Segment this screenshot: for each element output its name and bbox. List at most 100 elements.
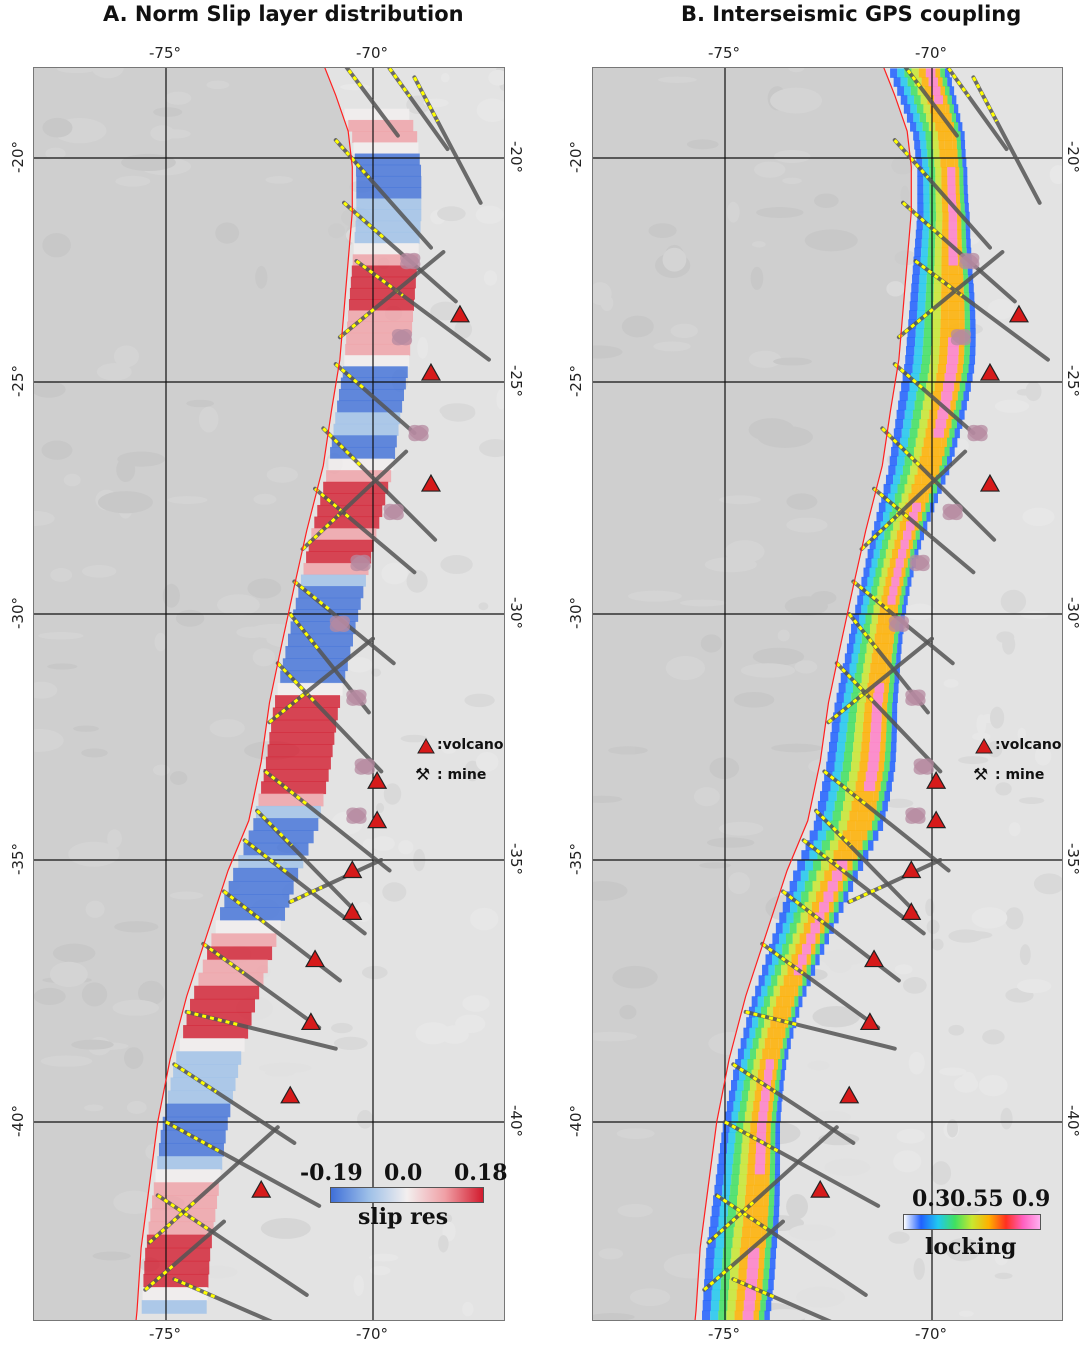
mine-icon xyxy=(909,554,930,572)
panel-b-lat-tick-right-35: -35° xyxy=(1064,843,1082,875)
panel-a-legend-mine-label: : mine xyxy=(437,767,487,783)
panel-b-lon-tick-top-70: -70° xyxy=(915,44,947,62)
panel-b-lat-tick-left-20: -20° xyxy=(567,141,585,173)
fault-line xyxy=(903,68,959,138)
slip-layer xyxy=(141,108,422,1314)
fault-offshore-segment xyxy=(904,68,924,90)
mine-icon xyxy=(905,689,926,706)
fault-offshore-segment xyxy=(144,1264,174,1291)
mine-icon xyxy=(350,554,371,572)
panel-b-legend-mine-icon: ⚒ xyxy=(973,765,989,785)
fault-offshore-segment xyxy=(413,76,439,122)
fault-offshore-segment xyxy=(343,201,385,239)
panel-a-colorbar-tick-mid: 0.0 xyxy=(384,1160,423,1186)
panel-a-lat-tick-right-25: -25° xyxy=(507,365,525,397)
panel-b-lon-tick-bottom-70: -70° xyxy=(915,1325,947,1343)
panel-b-legend-volcano-icon xyxy=(975,737,993,754)
fault-offshore-segment xyxy=(823,770,869,808)
fault-line xyxy=(731,1277,832,1320)
panel-a-colorbar-tick-min: -0.19 xyxy=(300,1160,363,1186)
mine-icon xyxy=(400,252,421,270)
panel-a-legend-volcano-icon xyxy=(417,737,435,754)
fault-offshore-segment xyxy=(202,942,245,975)
panel-a-legend-mine-icon: ⚒ xyxy=(415,765,431,785)
seafloor-texture xyxy=(593,68,871,1320)
fault-offshore-segment xyxy=(881,427,923,469)
fault-line xyxy=(313,486,417,575)
fault-lines xyxy=(143,68,491,1320)
fault-line xyxy=(201,941,322,1030)
fault-offshore-segment xyxy=(782,890,825,924)
panel-b-lat-tick-right-25: -25° xyxy=(1064,365,1082,397)
panel-b-colorbar-tick-min: 0.3 xyxy=(912,1186,951,1212)
volcano-icon xyxy=(979,362,1000,381)
panel-a-lat-tick-left-30: -30° xyxy=(9,597,27,629)
fault-line xyxy=(826,636,934,725)
panel-b-lat-tick-right-20: -20° xyxy=(1064,141,1082,173)
panel-b-lat-tick-right-40: -40° xyxy=(1064,1105,1082,1137)
volcano-icon xyxy=(1008,304,1029,323)
fault-offshore-segment xyxy=(388,68,412,98)
panel-b-lat-tick-left-40: -40° xyxy=(567,1105,585,1137)
fault-offshore-segment xyxy=(893,362,924,389)
fault-offshore-segment xyxy=(835,662,875,703)
volcano-icon xyxy=(926,771,947,789)
panel-a-lat-tick-right-40: -40° xyxy=(507,1105,525,1137)
fault-line xyxy=(147,1125,280,1245)
volcano-icon xyxy=(864,949,885,968)
fault-line xyxy=(344,68,400,138)
fault-offshore-segment xyxy=(334,139,371,179)
fault-offshore-segment xyxy=(289,885,323,904)
symbols xyxy=(251,252,470,1198)
volcano-icon xyxy=(901,902,922,921)
panel-a-lat-tick-right-35: -35° xyxy=(507,843,525,875)
fault-offshore-segment xyxy=(334,362,365,389)
panel-b-title: B. Interseismic GPS coupling xyxy=(681,2,1022,26)
fault-line xyxy=(760,941,881,1030)
fault-offshore-segment xyxy=(256,809,293,847)
volcano-icon xyxy=(367,771,388,789)
mine-icon xyxy=(967,424,988,442)
fault-offshore-segment xyxy=(156,1194,211,1232)
volcano-icon xyxy=(342,902,363,921)
fault-offshore-segment xyxy=(972,76,998,122)
fault-offshore-segment xyxy=(802,839,847,874)
panel-b-map xyxy=(592,67,1063,1321)
volcano-icon xyxy=(926,810,947,829)
trench-line xyxy=(135,68,353,1320)
panel-a-lat-tick-left-25: -25° xyxy=(9,365,27,397)
graticule xyxy=(593,68,1062,1320)
volcano-icon xyxy=(979,473,1000,492)
panel-b-lat-tick-right-30: -30° xyxy=(1064,597,1082,629)
fault-offshore-segment xyxy=(707,1201,755,1244)
panel-b-lat-tick-left-25: -25° xyxy=(567,365,585,397)
panel-b-colorbar xyxy=(903,1214,1041,1230)
fault-offshore-segment xyxy=(724,1120,780,1153)
panel-a-lon-tick-bottom-75: -75° xyxy=(149,1325,181,1343)
panel-b-legend-mine-label: : mine xyxy=(995,767,1045,783)
mine-icon xyxy=(905,807,926,824)
panel-a-lat-tick-left-35: -35° xyxy=(9,843,27,875)
mine-icon xyxy=(950,329,972,346)
mine-icon xyxy=(346,807,367,824)
volcano-icon xyxy=(367,810,388,829)
fault-offshore-segment xyxy=(243,839,288,874)
fault-offshore-segment xyxy=(745,1010,799,1027)
mine-icon xyxy=(888,615,910,633)
panel-a-colorbar-tick-max: 0.18 xyxy=(454,1160,508,1186)
fault-line xyxy=(164,1120,322,1208)
fault-offshore-segment xyxy=(860,513,899,551)
panel-a-lat-tick-left-20: -20° xyxy=(9,141,27,173)
volcano-icon xyxy=(300,1012,321,1031)
panel-b-lon-tick-top-75: -75° xyxy=(708,44,740,62)
fault-offshore-segment xyxy=(322,427,364,469)
fault-offshore-segment xyxy=(815,809,852,847)
panel-a-lat-tick-right-30: -30° xyxy=(507,597,525,629)
panel-a-lon-tick-bottom-70: -70° xyxy=(356,1325,388,1343)
fault-line xyxy=(896,250,1005,340)
volcano-icon xyxy=(901,860,922,879)
fault-line xyxy=(859,449,968,552)
fault-offshore-segment xyxy=(264,770,310,808)
panel-a-map xyxy=(33,67,505,1321)
panel-a-colorbar xyxy=(330,1187,484,1203)
